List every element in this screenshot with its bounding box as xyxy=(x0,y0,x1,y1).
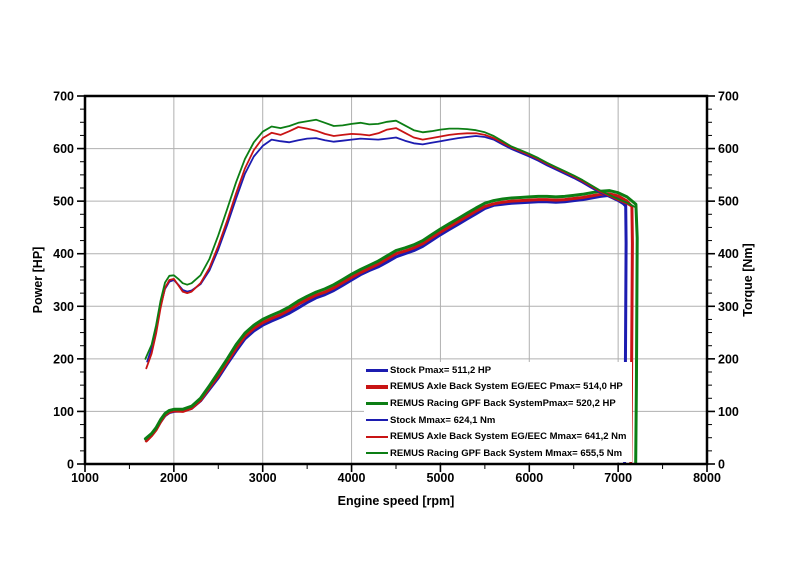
legend-line-sample xyxy=(366,368,388,373)
svg-text:200: 200 xyxy=(718,352,739,366)
legend-label: REMUS Axle Back System EG/EEC Pmax= 514,… xyxy=(390,381,623,393)
svg-text:6000: 6000 xyxy=(515,471,543,485)
svg-text:600: 600 xyxy=(53,142,74,156)
svg-text:8000: 8000 xyxy=(693,471,721,485)
legend-label: REMUS Axle Back System EG/EEC Mmax= 641,… xyxy=(390,431,627,443)
svg-text:300: 300 xyxy=(53,300,74,314)
y-tick-labels-left: 0 100 200 300 400 500 600 700 xyxy=(53,90,74,472)
svg-text:2000: 2000 xyxy=(160,471,188,485)
legend-label: Stock Mmax= 624,1 Nm xyxy=(390,414,496,426)
svg-text:600: 600 xyxy=(718,142,739,156)
legend-item-remus-gpf-torque: REMUS Racing GPF Back System Mmax= 655,5… xyxy=(366,445,626,462)
legend-line-sample xyxy=(366,419,388,422)
svg-text:700: 700 xyxy=(53,90,74,104)
plot-frame xyxy=(83,94,709,466)
right-axis-title: Torque [Nm] xyxy=(741,243,755,317)
legend-label: REMUS Racing GPF Back SystemPmax= 520,2 … xyxy=(390,397,616,409)
y-tick-labels-right: 0 100 200 300 400 500 600 700 xyxy=(718,90,739,472)
legend-label: Stock Pmax= 511,2 HP xyxy=(390,364,492,376)
svg-text:500: 500 xyxy=(53,195,74,209)
svg-text:7000: 7000 xyxy=(604,471,632,485)
svg-text:200: 200 xyxy=(53,352,74,366)
legend-item-remus-axle-torque: REMUS Axle Back System EG/EEC Mmax= 641,… xyxy=(366,428,626,445)
legend-item-remus-axle-power: REMUS Axle Back System EG/EEC Pmax= 514,… xyxy=(366,379,626,396)
left-axis-title: Power [HP] xyxy=(31,246,45,314)
legend-line-sample xyxy=(366,385,388,389)
svg-text:4000: 4000 xyxy=(338,471,366,485)
svg-text:400: 400 xyxy=(53,247,74,261)
legend: Stock Pmax= 511,2 HP REMUS Axle Back Syst… xyxy=(364,362,633,462)
gridlines xyxy=(85,96,707,464)
tick-marks xyxy=(77,95,715,472)
legend-label: REMUS Racing GPF Back System Mmax= 655,5… xyxy=(390,447,623,459)
svg-text:0: 0 xyxy=(67,458,74,472)
svg-text:100: 100 xyxy=(718,405,739,419)
svg-text:3000: 3000 xyxy=(249,471,277,485)
legend-item-stock-torque: Stock Mmax= 624,1 Nm xyxy=(366,412,626,429)
x-axis-title: Engine speed [rpm] xyxy=(337,494,455,508)
svg-text:500: 500 xyxy=(718,195,739,209)
svg-text:700: 700 xyxy=(718,90,739,104)
series-remus-axle-torque xyxy=(145,126,634,464)
svg-text:1000: 1000 xyxy=(71,471,99,485)
svg-text:100: 100 xyxy=(53,405,74,419)
legend-line-sample xyxy=(366,452,388,455)
svg-text:0: 0 xyxy=(718,458,725,472)
legend-line-sample xyxy=(366,401,388,406)
series-remus-gpf-torque xyxy=(144,118,639,464)
legend-line-sample xyxy=(366,435,388,438)
x-tick-labels: 1000 2000 3000 4000 5000 6000 7000 8000 xyxy=(71,471,721,485)
svg-text:400: 400 xyxy=(718,247,739,261)
series-remus-gpf-power xyxy=(143,189,639,465)
legend-item-remus-gpf-power: REMUS Racing GPF Back SystemPmax= 520,2 … xyxy=(366,395,626,412)
svg-text:5000: 5000 xyxy=(427,471,455,485)
legend-item-stock-power: Stock Pmax= 511,2 HP xyxy=(366,362,626,379)
series-lines xyxy=(143,118,639,465)
svg-text:300: 300 xyxy=(718,300,739,314)
